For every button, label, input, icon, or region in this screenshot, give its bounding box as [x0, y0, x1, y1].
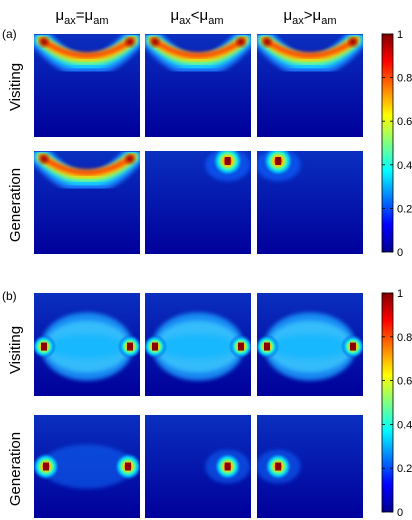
heatmap-cell-p2-r2-c1	[34, 415, 140, 518]
heatmap-cell-p2-r2-c2	[145, 415, 251, 518]
panel-label-a: (a)	[2, 27, 17, 41]
heatmap-cell-p1-r1-c1	[34, 34, 140, 137]
colorbar-tick-label: 0.8	[397, 73, 412, 85]
column-title-2: μax<μam	[171, 7, 224, 27]
colorbar-tick-label: 1	[397, 288, 403, 300]
panel-label-b: (b)	[2, 289, 17, 303]
colorbar-tick-label: 0.2	[397, 203, 412, 215]
colorbar-b: 0 0.2 0.4 0.6 0.8 1	[381, 288, 412, 519]
colorbar-tick-label: 0	[397, 247, 403, 259]
row-label-a-generation: Generation	[7, 168, 24, 242]
colorbar-tick-label: 1	[397, 29, 403, 41]
row-label-b-generation: Generation	[7, 432, 24, 506]
heatmap-cell-p2-r1-c2	[145, 293, 251, 396]
colorbar-a: 0 0.2 0.4 0.6 0.8 1	[381, 29, 412, 259]
row-label-a-visiting: Visiting	[7, 63, 24, 111]
heatmap-cells	[34, 34, 363, 518]
column-title-1: μax=μam	[56, 7, 109, 27]
row-label-b-visiting: Visiting	[7, 326, 24, 374]
heatmap-cell-p2-r1-c3	[257, 293, 363, 396]
heatmap-cell-p1-r2-c1	[34, 151, 140, 254]
colorbar-tick-label: 0	[397, 507, 403, 519]
heatmap-cell-p1-r2-c3	[257, 151, 363, 254]
colorbar-tick-label: 0.4	[397, 160, 412, 172]
heatmap-cell-p2-r1-c1	[34, 293, 140, 396]
colorbars: 0 0.2 0.4 0.6 0.8 1 0 0.2 0.4 0.6 0.8 1	[381, 29, 412, 519]
colorbar-tick-label: 0.6	[397, 376, 412, 388]
column-titles: μax=μam μax<μam μax>μam	[56, 7, 337, 27]
colorbar-tick-label: 0.4	[397, 419, 412, 431]
colorbar-tick-label: 0.8	[397, 332, 412, 344]
colorbar-tick-label: 0.6	[397, 116, 412, 128]
colorbar-tick-label: 0.2	[397, 463, 412, 475]
heatmap-cell-p1-r1-c2	[145, 34, 251, 137]
heatmap-cell-p1-r2-c2	[145, 151, 251, 254]
heatmap-cell-p2-r2-c3	[257, 415, 363, 518]
heatmap-cell-p1-r1-c3	[257, 34, 363, 137]
column-title-3: μax>μam	[284, 7, 337, 27]
